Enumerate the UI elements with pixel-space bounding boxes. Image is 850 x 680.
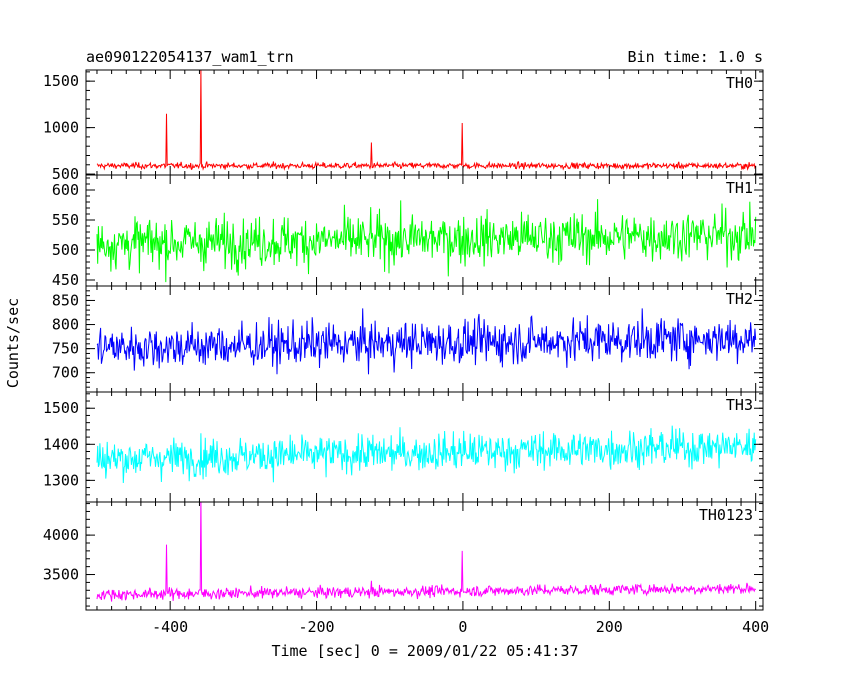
y-tick-label: 500 (52, 165, 79, 183)
y-tick-label: 750 (52, 340, 79, 358)
series-line-th2 (96, 308, 757, 375)
panel-label-th3: TH3 (726, 396, 753, 414)
y-tick-label: 850 (52, 291, 79, 309)
chart-title: ae090122054137_wam1_trn (86, 48, 294, 66)
bin-time-label: Bin time: 1.0 s (628, 48, 763, 66)
x-axis-title: Time [sec] 0 = 2009/01/22 05:41:37 (271, 642, 578, 660)
x-tick-label: -400 (152, 618, 188, 636)
y-tick-label: 500 (52, 241, 79, 259)
y-tick-label: 4000 (43, 526, 79, 544)
series-line-th1 (96, 199, 757, 283)
y-tick-label: 3500 (43, 566, 79, 584)
y-tick-label: 600 (52, 181, 79, 199)
x-tick-label: 0 (458, 618, 467, 636)
x-tick-label: -200 (298, 618, 334, 636)
y-tick-label: 450 (52, 271, 79, 289)
y-tick-label: 1500 (43, 72, 79, 90)
panel-frame (85, 501, 764, 611)
y-tick-label: 700 (52, 364, 79, 382)
y-axis-title: Counts/sec (4, 298, 22, 388)
y-tick-label: 1500 (43, 399, 79, 417)
panel-frame (85, 174, 764, 287)
panel-th2: 700 750 800 850 TH2 (52, 285, 764, 393)
y-tick-label: 1000 (43, 119, 79, 137)
panel-th1: 450 500 550 600 TH1 (52, 174, 764, 289)
series-line-th0 (96, 70, 757, 171)
y-tick-label: 550 (52, 211, 79, 229)
panel-label-th1: TH1 (726, 179, 753, 197)
panel-label-th0: TH0 (726, 74, 753, 92)
panels-group: 500 1000 1500 TH0 450 500 550 600 TH1 700 750 800 85… (43, 69, 769, 636)
series-line-th0123 (96, 502, 756, 602)
x-tick-label: 200 (596, 618, 623, 636)
panel-frame (85, 69, 764, 176)
x-tick-label: 400 (742, 618, 769, 636)
panel-label-th2: TH2 (726, 290, 753, 308)
panel-label-th0123: TH0123 (699, 506, 753, 524)
y-tick-label: 1300 (43, 471, 79, 489)
y-tick-label: 1400 (43, 435, 79, 453)
panel-th0: 500 1000 1500 TH0 (43, 69, 764, 183)
panel-th0123: 3500 4000 TH0123 (43, 501, 764, 611)
series-line-th3 (96, 425, 757, 484)
panel-th3: 1300 1400 1500 TH3 (43, 391, 764, 503)
y-tick-label: 800 (52, 316, 79, 334)
